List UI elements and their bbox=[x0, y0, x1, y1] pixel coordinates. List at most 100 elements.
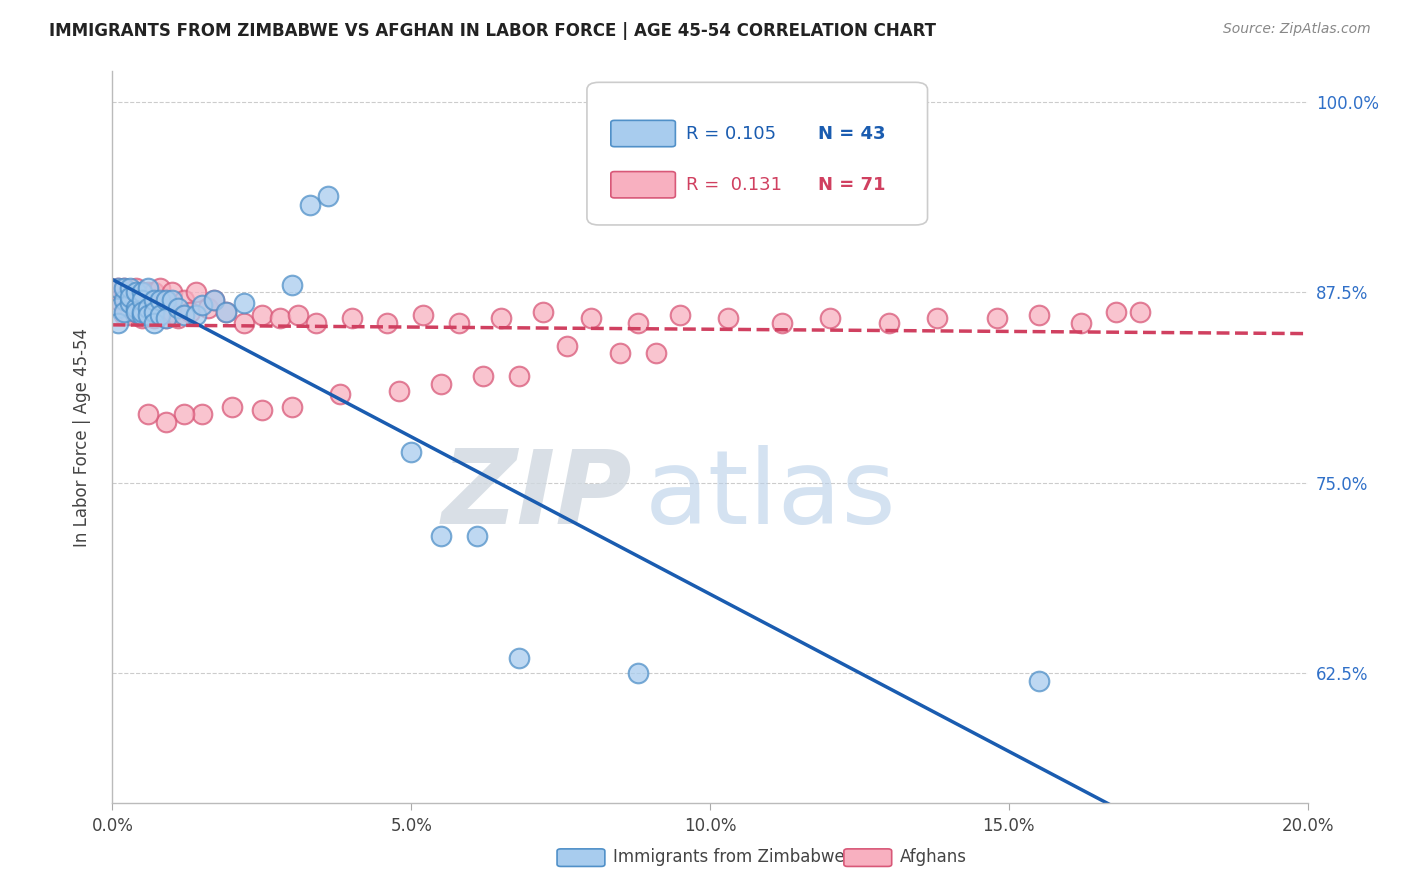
Point bbox=[401, 445, 423, 459]
Point bbox=[287, 308, 309, 322]
Point bbox=[162, 293, 183, 307]
Point bbox=[269, 311, 291, 326]
Point bbox=[449, 316, 471, 330]
Point bbox=[114, 293, 135, 307]
Point bbox=[149, 308, 172, 322]
Text: N = 71: N = 71 bbox=[818, 176, 886, 194]
Point bbox=[250, 308, 273, 322]
Point bbox=[305, 316, 328, 330]
Point bbox=[430, 529, 453, 543]
Point bbox=[191, 297, 214, 311]
Point bbox=[143, 293, 166, 307]
Point bbox=[143, 305, 166, 319]
Point bbox=[114, 281, 135, 295]
Point bbox=[179, 305, 201, 319]
Point bbox=[138, 281, 160, 295]
Point bbox=[131, 311, 153, 326]
Point bbox=[155, 293, 177, 307]
Point bbox=[927, 311, 949, 326]
Point bbox=[717, 311, 740, 326]
Point bbox=[125, 305, 148, 319]
Point bbox=[215, 305, 238, 319]
Text: IMMIGRANTS FROM ZIMBABWE VS AFGHAN IN LABOR FORCE | AGE 45-54 CORRELATION CHART: IMMIGRANTS FROM ZIMBABWE VS AFGHAN IN LA… bbox=[49, 22, 936, 40]
Point bbox=[233, 296, 256, 310]
Point bbox=[1129, 305, 1152, 319]
Point bbox=[173, 407, 195, 421]
Point bbox=[138, 407, 160, 421]
Point bbox=[1028, 673, 1050, 688]
Point bbox=[770, 316, 793, 330]
Point bbox=[316, 189, 339, 203]
Point bbox=[114, 290, 135, 304]
Point bbox=[120, 308, 142, 322]
Text: Source: ZipAtlas.com: Source: ZipAtlas.com bbox=[1223, 22, 1371, 37]
Point bbox=[430, 376, 453, 391]
Point bbox=[579, 311, 602, 326]
Point bbox=[167, 311, 190, 326]
Point bbox=[191, 407, 214, 421]
Point bbox=[155, 415, 177, 429]
Point bbox=[143, 316, 166, 330]
Point bbox=[645, 346, 668, 360]
Point bbox=[298, 198, 321, 212]
FancyBboxPatch shape bbox=[610, 171, 675, 198]
Point bbox=[125, 293, 148, 307]
Point bbox=[186, 308, 208, 322]
Point bbox=[377, 316, 399, 330]
Point bbox=[107, 281, 129, 295]
Point bbox=[202, 293, 225, 307]
Point bbox=[120, 290, 142, 304]
Point bbox=[131, 305, 153, 319]
FancyBboxPatch shape bbox=[610, 120, 675, 146]
Point bbox=[125, 285, 148, 300]
Point bbox=[107, 316, 129, 330]
Point bbox=[669, 308, 692, 322]
Point bbox=[472, 369, 495, 384]
Text: N = 43: N = 43 bbox=[818, 125, 886, 143]
Point bbox=[114, 308, 135, 322]
Point bbox=[281, 277, 304, 292]
Point bbox=[609, 346, 631, 360]
Point bbox=[131, 285, 153, 300]
Text: R =  0.131: R = 0.131 bbox=[686, 176, 782, 194]
Point bbox=[173, 293, 195, 307]
Text: Afghans: Afghans bbox=[900, 848, 967, 866]
Point bbox=[131, 301, 153, 315]
Point bbox=[531, 305, 554, 319]
Point bbox=[555, 339, 578, 353]
Point bbox=[197, 301, 219, 315]
Text: Immigrants from Zimbabwe: Immigrants from Zimbabwe bbox=[613, 848, 845, 866]
Point bbox=[143, 285, 166, 300]
Point bbox=[627, 666, 650, 681]
Point bbox=[149, 281, 172, 295]
Point bbox=[627, 316, 650, 330]
Point bbox=[131, 285, 153, 300]
Point bbox=[138, 301, 160, 315]
Point bbox=[143, 311, 166, 326]
Point bbox=[120, 285, 142, 300]
Point bbox=[186, 285, 208, 300]
Point bbox=[221, 400, 243, 414]
Point bbox=[250, 402, 273, 417]
Point bbox=[155, 293, 177, 307]
Point bbox=[818, 311, 841, 326]
Point bbox=[138, 285, 160, 300]
Point bbox=[138, 308, 160, 322]
Point bbox=[162, 285, 183, 300]
Point bbox=[986, 311, 1008, 326]
Point bbox=[489, 311, 512, 326]
Point bbox=[114, 305, 135, 319]
Point bbox=[107, 301, 129, 315]
Point bbox=[233, 316, 256, 330]
Point bbox=[281, 400, 304, 414]
Point bbox=[329, 387, 352, 401]
Point bbox=[412, 308, 434, 322]
Point bbox=[149, 305, 172, 319]
FancyBboxPatch shape bbox=[586, 82, 928, 225]
Point bbox=[114, 281, 135, 295]
Point bbox=[125, 305, 148, 319]
Point bbox=[508, 369, 530, 384]
Point bbox=[155, 311, 177, 326]
Point bbox=[167, 301, 190, 315]
Point bbox=[1070, 316, 1092, 330]
